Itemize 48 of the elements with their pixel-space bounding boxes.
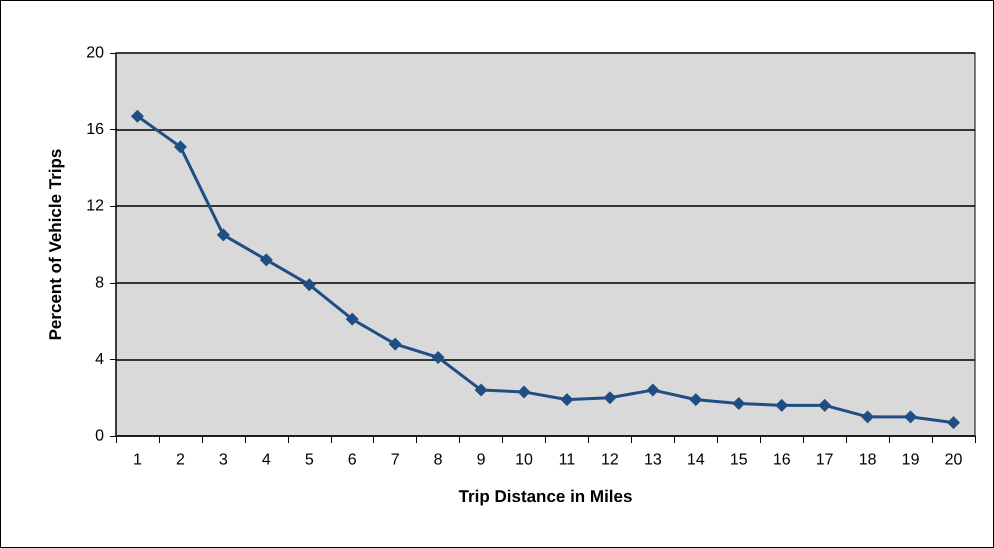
- point: [947, 416, 960, 430]
- x-tick-label: 12: [601, 452, 619, 468]
- point: [130, 110, 144, 123]
- point: [302, 278, 316, 292]
- x-tick-label: 15: [730, 452, 748, 468]
- x-tick-label: 16: [772, 452, 791, 468]
- x-tick-label: 17: [816, 452, 834, 468]
- x-tick-label: 10: [515, 452, 534, 468]
- point: [174, 140, 187, 154]
- point: [732, 396, 746, 410]
- x-tick-label: 3: [218, 452, 228, 468]
- point: [775, 398, 788, 412]
- point: [216, 228, 230, 242]
- y-tick-label: 12: [86, 198, 104, 215]
- x-tick-label: 13: [644, 452, 662, 468]
- point: [646, 384, 660, 397]
- x-tick-label: 2: [176, 452, 185, 468]
- point: [689, 393, 702, 406]
- point: [861, 410, 874, 424]
- point: [260, 253, 273, 266]
- point: [346, 312, 359, 326]
- x-tick-label: 7: [390, 452, 400, 468]
- x-tick-label: 1: [133, 452, 142, 468]
- y-tick-label: 20: [86, 44, 104, 62]
- y-tick-label: 4: [95, 350, 104, 368]
- x-tick-label: 14: [686, 452, 705, 468]
- point: [474, 384, 488, 397]
- x-tick-label: 6: [348, 452, 357, 468]
- x-tick-label: 18: [858, 452, 877, 468]
- y-tick-label: 0: [95, 428, 104, 444]
- x-tick-label: 9: [476, 452, 486, 468]
- x-tick-label: 8: [434, 452, 443, 468]
- x-tick-label: 11: [558, 452, 576, 468]
- y-tick-label: 16: [86, 121, 104, 138]
- point: [432, 350, 445, 364]
- x-tick-label: 4: [262, 452, 271, 468]
- point: [560, 393, 574, 406]
- x-tick-label: 19: [902, 452, 920, 468]
- point: [818, 398, 832, 412]
- x-axis-title: Trip Distance in Miles: [458, 487, 632, 506]
- point: [518, 385, 531, 398]
- y-axis-title: Percent of Vehicle Trips: [46, 148, 65, 340]
- x-tick-label: 20: [944, 452, 963, 468]
- y-tick-label: 8: [95, 274, 104, 292]
- point: [388, 338, 402, 351]
- x-tick-label: 5: [304, 452, 314, 468]
- point: [904, 410, 918, 424]
- point: [603, 391, 616, 404]
